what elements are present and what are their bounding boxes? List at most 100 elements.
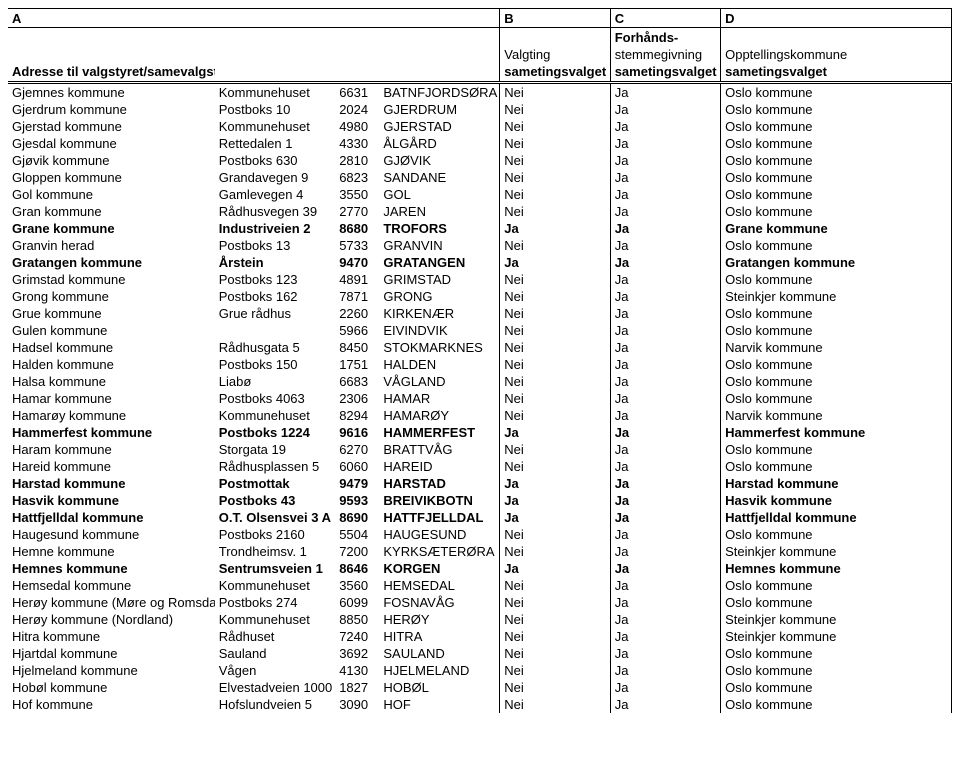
table-cell: Årstein [215, 254, 335, 271]
table-cell: Ja [610, 390, 720, 407]
table-cell: Grue kommune [8, 305, 215, 322]
table-cell: Gjerstad kommune [8, 118, 215, 135]
table-cell: Oslo kommune [721, 594, 952, 611]
table-cell: SANDANE [379, 169, 499, 186]
table-cell: Steinkjer kommune [721, 543, 952, 560]
table-cell: 8646 [335, 560, 379, 577]
table-cell: Ja [500, 560, 610, 577]
table-row: Gjerdrum kommunePostboks 102024GJERDRUMN… [8, 101, 952, 118]
table-row: Gran kommuneRådhusvegen 392770JARENNeiJa… [8, 203, 952, 220]
table-cell: Ja [500, 254, 610, 271]
table-cell: 5966 [335, 322, 379, 339]
table-cell: Hemne kommune [8, 543, 215, 560]
table-cell: 6823 [335, 169, 379, 186]
table-cell: Ja [610, 237, 720, 254]
table-cell: Nei [500, 322, 610, 339]
table-cell: HOF [379, 696, 499, 713]
table-cell: Oslo kommune [721, 203, 952, 220]
hdr-r3-6: sametingsvalget [721, 63, 952, 83]
table-cell: Nei [500, 271, 610, 288]
hdr-r1-3 [379, 28, 499, 47]
table-cell: 6270 [335, 441, 379, 458]
table-cell: 3560 [335, 577, 379, 594]
table-cell: 9479 [335, 475, 379, 492]
table-cell: Ja [610, 441, 720, 458]
table-cell: Oslo kommune [721, 373, 952, 390]
table-cell: Kommunehuset [215, 83, 335, 102]
table-cell: 4330 [335, 135, 379, 152]
table-cell: GRATANGEN [379, 254, 499, 271]
hdr-r3-4: sametingsvalget [500, 63, 610, 83]
table-cell: Ja [500, 424, 610, 441]
hdr-r3-5: sametingsvalget [610, 63, 720, 83]
table-cell: HERØY [379, 611, 499, 628]
table-cell: Nei [500, 186, 610, 203]
table-cell: 6060 [335, 458, 379, 475]
table-cell: Hof kommune [8, 696, 215, 713]
hdr-r1-2 [335, 28, 379, 47]
table-row: Haram kommuneStorgata 196270BRATTVÅGNeiJ… [8, 441, 952, 458]
table-cell: Gjesdal kommune [8, 135, 215, 152]
hdr-r2-0 [8, 46, 215, 63]
table-row: Gulen kommune5966EIVINDVIKNeiJaOslo komm… [8, 322, 952, 339]
table-cell: Ja [500, 475, 610, 492]
table-cell: HJELMELAND [379, 662, 499, 679]
table-cell: HAMAR [379, 390, 499, 407]
table-cell: 5504 [335, 526, 379, 543]
table-cell: Oslo kommune [721, 169, 952, 186]
table-cell: Grane kommune [8, 220, 215, 237]
table-cell: Kommunehuset [215, 118, 335, 135]
table-row: Hitra kommuneRådhuset7240HITRANeiJaStein… [8, 628, 952, 645]
table-cell: Gjemnes kommune [8, 83, 215, 102]
table-cell: Ja [610, 288, 720, 305]
table-cell: Oslo kommune [721, 83, 952, 102]
table-cell: Nei [500, 679, 610, 696]
table-cell: Ja [610, 662, 720, 679]
table-cell: Rådhusplassen 5 [215, 458, 335, 475]
table-cell: KORGEN [379, 560, 499, 577]
table-cell: 4130 [335, 662, 379, 679]
table-cell: Gol kommune [8, 186, 215, 203]
table-cell: BREIVIKBOTN [379, 492, 499, 509]
table-cell: Halden kommune [8, 356, 215, 373]
table-cell: Oslo kommune [721, 679, 952, 696]
table-cell: Ja [610, 135, 720, 152]
table-cell: Hobøl kommune [8, 679, 215, 696]
table-cell: Postboks 43 [215, 492, 335, 509]
table-cell: Hadsel kommune [8, 339, 215, 356]
table-cell: Ja [500, 509, 610, 526]
table-cell: Nei [500, 373, 610, 390]
table-cell: GJERSTAD [379, 118, 499, 135]
table-cell: Nei [500, 390, 610, 407]
table-cell: Nei [500, 577, 610, 594]
table-row: Gjøvik kommunePostboks 6302810GJØVIKNeiJ… [8, 152, 952, 169]
table-cell: Ja [610, 101, 720, 118]
table-row: Herøy kommune (Møre og Romsdal)Postboks … [8, 594, 952, 611]
table-cell: HARSTAD [379, 475, 499, 492]
table-row: Hjartdal kommuneSauland3692SAULANDNeiJaO… [8, 645, 952, 662]
table-cell: Hemnes kommune [8, 560, 215, 577]
table-cell: Postboks 13 [215, 237, 335, 254]
table-cell: Ja [610, 543, 720, 560]
table-cell: Ja [610, 645, 720, 662]
table-cell: Nei [500, 543, 610, 560]
table-cell: 1827 [335, 679, 379, 696]
table-row: Hamarøy kommuneKommunehuset8294HAMARØYNe… [8, 407, 952, 424]
table-cell: Nei [500, 594, 610, 611]
table-cell: Oslo kommune [721, 645, 952, 662]
table-cell: 9616 [335, 424, 379, 441]
table-cell: Liabø [215, 373, 335, 390]
table-cell: Ja [610, 254, 720, 271]
table-cell: 7200 [335, 543, 379, 560]
table-cell: Rettedalen 1 [215, 135, 335, 152]
table-cell: GRIMSTAD [379, 271, 499, 288]
table-cell: BRATTVÅG [379, 441, 499, 458]
hdr-r2-6: Opptellingskommune [721, 46, 952, 63]
col-letter-c: C [610, 9, 720, 28]
hdr-r2-5: stemmegivning [610, 46, 720, 63]
table-cell: 2260 [335, 305, 379, 322]
table-cell: Hasvik kommune [721, 492, 952, 509]
table-row: Gjemnes kommuneKommunehuset6631BATNFJORD… [8, 83, 952, 102]
table-cell: Oslo kommune [721, 441, 952, 458]
table-cell: Postmottak [215, 475, 335, 492]
